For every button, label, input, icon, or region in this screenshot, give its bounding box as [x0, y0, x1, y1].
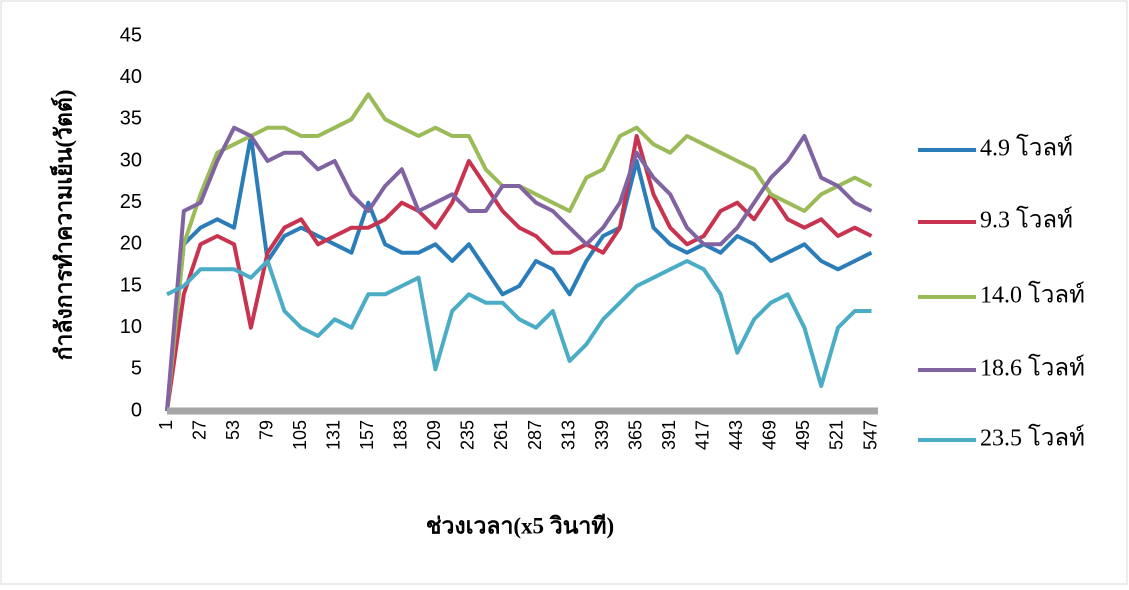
x-tick-label: 417: [693, 420, 713, 450]
legend-label: 14.0 โวลท์: [980, 281, 1085, 309]
x-axis-title: ช่วงเวลา(x5 วินาที): [426, 513, 614, 538]
x-tick-label: 313: [558, 420, 578, 450]
y-tick-label: 20: [120, 233, 142, 255]
x-tick-label: 53: [223, 420, 243, 440]
y-tick-label: 40: [120, 66, 142, 88]
x-tick-label: 1: [156, 420, 176, 430]
y-tick-label: 30: [120, 149, 142, 171]
legend-label: 18.6 โวลท์: [980, 354, 1085, 382]
y-tick-label: 0: [131, 399, 142, 421]
x-tick-label: 27: [189, 420, 209, 440]
x-tick-label: 157: [357, 420, 377, 450]
x-tick-label: 287: [525, 420, 545, 450]
y-tick-label: 5: [131, 358, 142, 380]
x-tick-label: 391: [659, 420, 679, 450]
x-tick-label: 365: [625, 420, 645, 450]
x-tick-label: 469: [760, 420, 780, 450]
x-tick-label: 521: [827, 420, 847, 450]
y-tick-label: 35: [120, 108, 142, 130]
x-tick-label: 495: [793, 420, 813, 450]
x-tick-label: 261: [491, 420, 511, 450]
series-line: [166, 259, 872, 388]
x-tick-label: 547: [860, 420, 880, 450]
x-tick-label: 183: [391, 420, 411, 450]
legend-label: 23.5 โวลท์: [980, 424, 1085, 452]
y-tick-label: 10: [120, 316, 142, 338]
series-line: [165, 125, 873, 412]
x-tick-label: 443: [726, 420, 746, 450]
series-line: [165, 134, 873, 412]
y-tick-label: 25: [120, 191, 142, 213]
x-tick-label: 235: [458, 420, 478, 450]
x-tick-label: 79: [256, 420, 276, 440]
legend-label: 9.3 โวลท์: [980, 206, 1073, 234]
y-tick-label: 45: [120, 24, 142, 46]
series-line: [165, 134, 873, 412]
x-tick-label: 339: [592, 420, 612, 450]
x-tick-label: 209: [424, 420, 444, 450]
x-tick-label: 131: [323, 420, 343, 450]
legend-label: 4.9 โวลท์: [980, 134, 1073, 162]
y-axis-title: กำลังการทำความเย็น(วัตต์): [48, 90, 76, 361]
x-tick-label: 105: [290, 420, 310, 450]
y-tick-label: 15: [120, 274, 142, 296]
